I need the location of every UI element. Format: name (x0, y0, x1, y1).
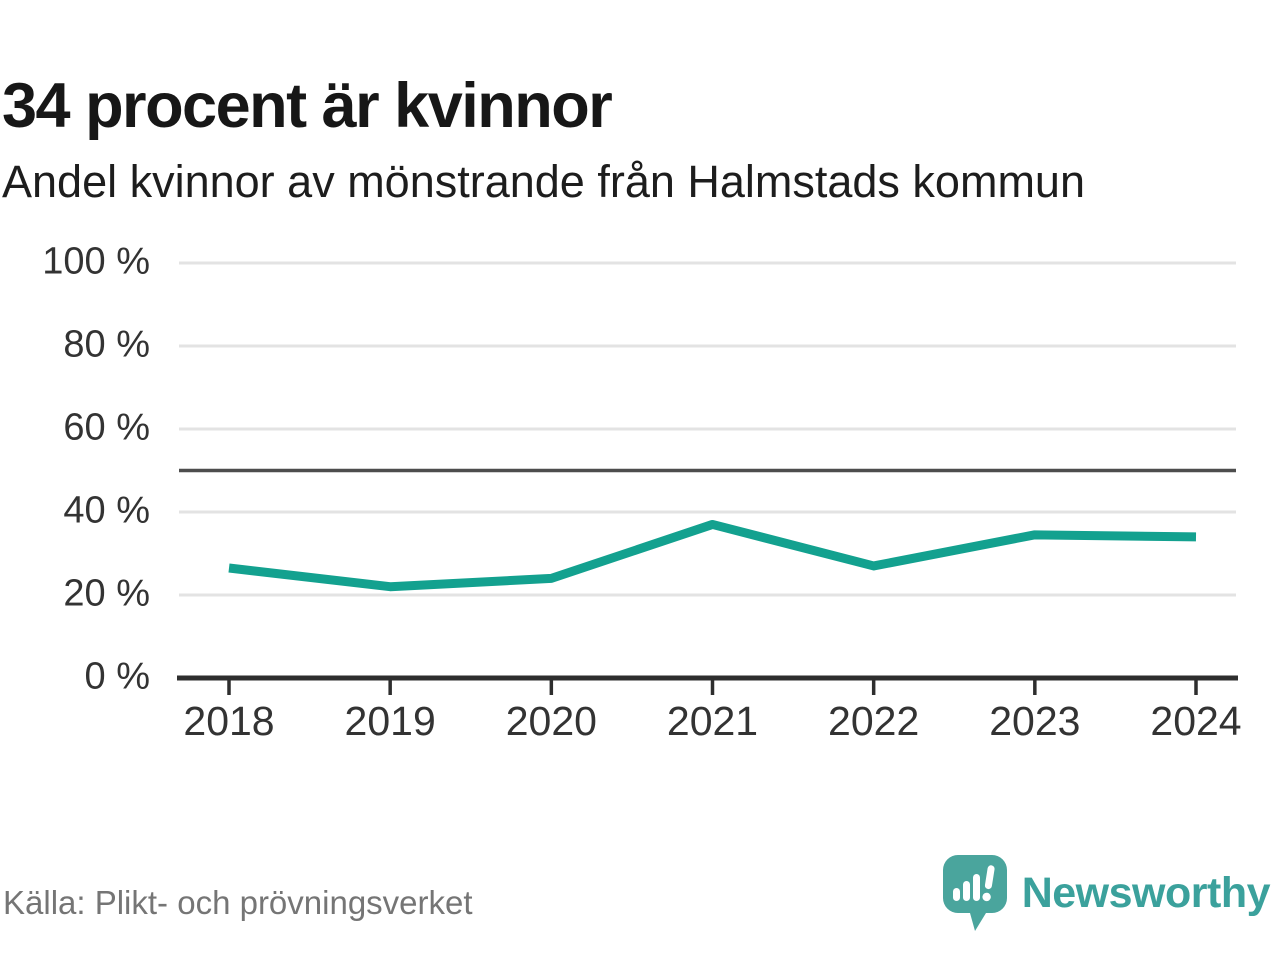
source-caption: Källa: Plikt- och prövningsverket (3, 884, 473, 921)
x-tick-label: 2018 (183, 698, 275, 744)
x-tick-label: 2022 (828, 698, 920, 744)
chart-title: 34 procent är kvinnor (2, 71, 613, 142)
y-tick-label: 0 % (84, 655, 150, 698)
y-tick-label: 100 % (42, 240, 150, 283)
x-tick-label: 2021 (666, 698, 759, 744)
x-tick-label: 2020 (505, 698, 597, 744)
x-tick-label: 2024 (1150, 698, 1242, 744)
newsworthy-wordmark: Newsworthy (1021, 869, 1271, 917)
y-tick-label: 20 % (63, 572, 150, 615)
x-tick-label: 2023 (989, 698, 1081, 744)
newsworthy-bubble-chart-icon (942, 855, 1007, 931)
newsworthy-logo: Newsworthy (942, 855, 1271, 932)
chart-subtitle: Andel kvinnor av mönstrande från Halmsta… (2, 156, 1085, 207)
y-tick-label: 80 % (63, 323, 150, 366)
data-line-andel-kvinnor (228, 519, 1197, 592)
y-tick-label: 60 % (63, 406, 150, 449)
x-tick-label: 2019 (344, 698, 436, 744)
y-tick-label: 40 % (63, 489, 150, 532)
